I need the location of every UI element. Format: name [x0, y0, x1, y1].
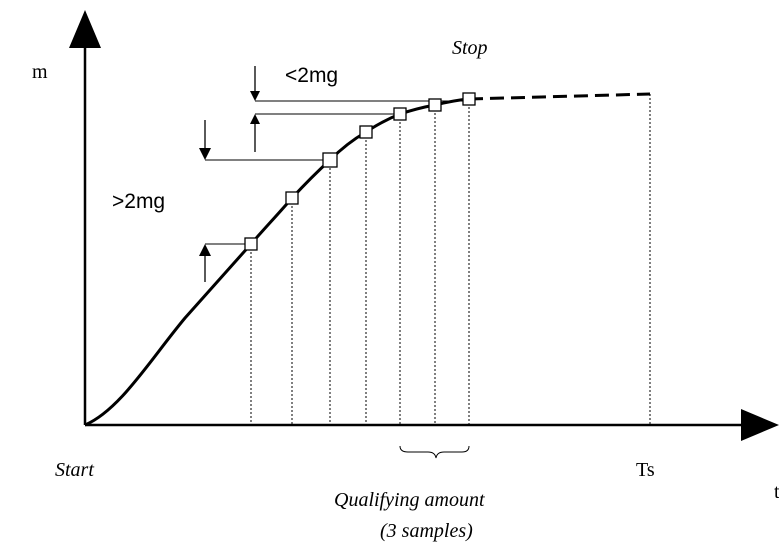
sample-marker: [428, 98, 442, 112]
sample-marker: [322, 152, 338, 168]
stop-label: Stop: [452, 37, 488, 59]
up-arrow-icon: [250, 114, 260, 124]
sample-marker: [462, 92, 476, 106]
down-arrow-icon: [250, 91, 260, 101]
sample-marker: [393, 107, 407, 121]
sample-marker: [359, 125, 373, 139]
start-label: Start: [55, 459, 94, 481]
qualifying-label-line1: Qualifying amount: [334, 489, 485, 511]
y-axis-label: m: [32, 61, 48, 83]
greater-than-label: >2mg: [112, 190, 165, 213]
reference-lines: [205, 100, 469, 245]
mass-curve: [84, 97, 470, 427]
y-axis-arrow: [69, 10, 101, 48]
large-gap-indicator: [199, 120, 211, 282]
x-axis-label: t: [774, 481, 779, 503]
qualifying-brace: [399, 445, 470, 459]
sample-marker: [285, 191, 299, 205]
qualifying-label-line2: (3 samples): [380, 520, 473, 542]
ts-label: Ts: [636, 459, 655, 481]
sample-markers: [244, 92, 476, 251]
x-axis-arrow: [741, 409, 779, 441]
down-arrow-icon: [199, 148, 211, 160]
sample-marker: [244, 237, 258, 251]
drop-lines: [250, 94, 651, 425]
small-gap-indicator: [250, 66, 260, 152]
mass-curve-extension: [468, 92, 651, 101]
less-than-label: <2mg: [285, 64, 338, 87]
up-arrow-icon: [199, 244, 211, 256]
